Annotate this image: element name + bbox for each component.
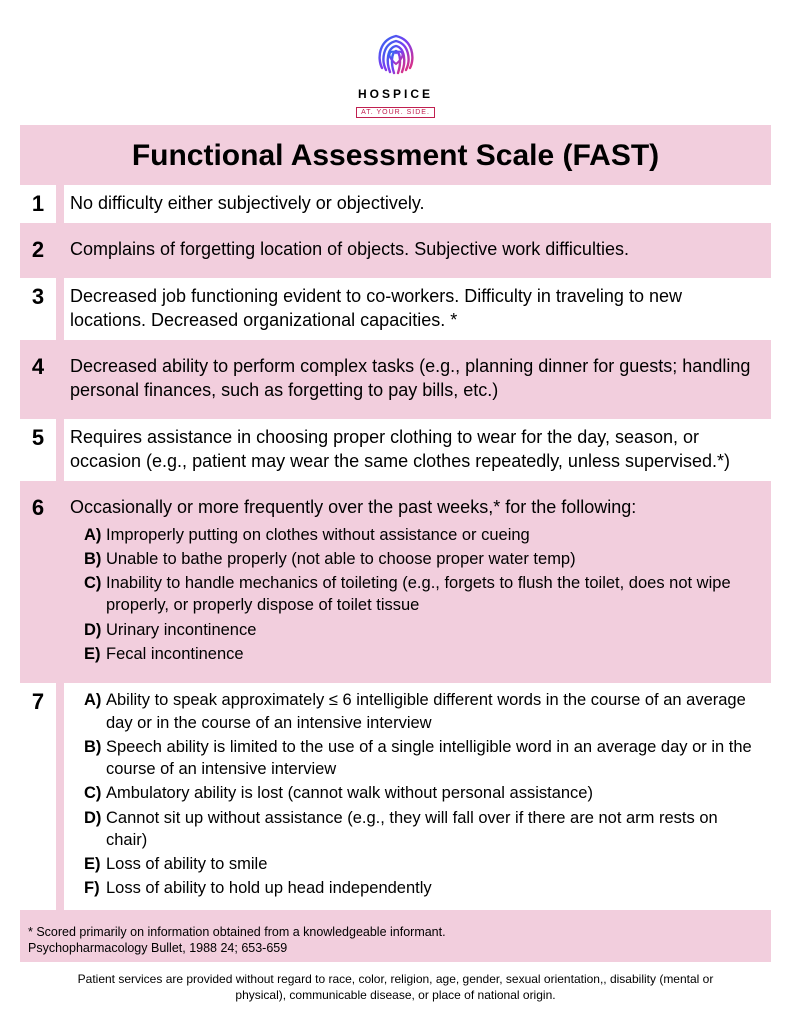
sub-text: Ability to speak approximately ≤ 6 intel…: [106, 689, 759, 734]
sub-item: D)Urinary incontinence: [84, 619, 759, 641]
row-description: Complains of forgetting location of obje…: [64, 231, 771, 269]
row-description: Requires assistance in choosing proper c…: [64, 419, 771, 482]
page: HOSPICE AT. YOUR. SIDE. Functional Asses…: [0, 0, 791, 1017]
fast-panel: Functional Assessment Scale (FAST) 1No d…: [20, 125, 771, 962]
row-description: Decreased job functioning evident to co-…: [64, 278, 771, 341]
scale-row: 6 Occasionally or more frequently over th…: [20, 489, 771, 675]
sub-letter: B): [84, 548, 106, 570]
sub-item: E)Loss of ability to smile: [84, 853, 759, 875]
row-number: 5: [20, 419, 56, 482]
sub-item: A)Improperly putting on clothes without …: [84, 524, 759, 546]
rows-container: 1No difficulty either subjectively or ob…: [20, 185, 771, 910]
sub-letter: D): [84, 807, 106, 852]
sub-text: Fecal incontinence: [106, 643, 759, 665]
logo-word: HOSPICE: [20, 87, 771, 101]
sub-item: F)Loss of ability to hold up head indepe…: [84, 877, 759, 899]
sub-item: C)Ambulatory ability is lost (cannot wal…: [84, 782, 759, 804]
logo-block: HOSPICE AT. YOUR. SIDE.: [20, 18, 771, 119]
sub-item: B)Speech ability is limited to the use o…: [84, 736, 759, 781]
scale-row: 7 A)Ability to speak approximately ≤ 6 in…: [20, 683, 771, 909]
scale-row: 3Decreased job functioning evident to co…: [20, 278, 771, 341]
row-number: 4: [20, 348, 56, 411]
sub-text: Loss of ability to smile: [106, 853, 759, 875]
page-title: Functional Assessment Scale (FAST): [20, 125, 771, 185]
sub-item: E)Fecal incontinence: [84, 643, 759, 665]
row-number: 1: [20, 185, 56, 223]
sub-letter: C): [84, 782, 106, 804]
footnote: * Scored primarily on information obtain…: [20, 918, 771, 957]
sub-text: Improperly putting on clothes without as…: [106, 524, 759, 546]
scale-row: 2Complains of forgetting location of obj…: [20, 231, 771, 269]
row-number: 6: [20, 489, 56, 675]
sub-text: Loss of ability to hold up head independ…: [106, 877, 759, 899]
scale-row: 4Decreased ability to perform complex ta…: [20, 348, 771, 411]
sub-item: C)Inability to handle mechanics of toile…: [84, 572, 759, 617]
footnote-line-2: Psychopharmacology Bullet, 1988 24; 653-…: [28, 940, 763, 956]
fingerprint-icon: [367, 18, 425, 80]
sub-letter: D): [84, 619, 106, 641]
sub-letter: C): [84, 572, 106, 617]
sub-text: Cannot sit up without assistance (e.g., …: [106, 807, 759, 852]
sub-list: A)Ability to speak approximately ≤ 6 int…: [70, 689, 759, 899]
sub-text: Inability to handle mechanics of toileti…: [106, 572, 759, 617]
row-description: A)Ability to speak approximately ≤ 6 int…: [64, 683, 771, 909]
footnote-line-1: * Scored primarily on information obtain…: [28, 924, 763, 940]
disclaimer: Patient services are provided without re…: [20, 962, 771, 1003]
sub-item: D)Cannot sit up without assistance (e.g.…: [84, 807, 759, 852]
sub-item: B)Unable to bathe properly (not able to …: [84, 548, 759, 570]
row-description: Decreased ability to perform complex tas…: [64, 348, 771, 411]
row-description: No difficulty either subjectively or obj…: [64, 185, 771, 223]
row-intro: Occasionally or more frequently over the…: [70, 495, 759, 519]
scale-row: 5Requires assistance in choosing proper …: [20, 419, 771, 482]
logo-tagline: AT. YOUR. SIDE.: [356, 107, 435, 118]
sub-letter: A): [84, 524, 106, 546]
sub-text: Speech ability is limited to the use of …: [106, 736, 759, 781]
sub-letter: E): [84, 643, 106, 665]
sub-item: A)Ability to speak approximately ≤ 6 int…: [84, 689, 759, 734]
row-number: 3: [20, 278, 56, 341]
sub-list: A)Improperly putting on clothes without …: [70, 524, 759, 666]
sub-letter: E): [84, 853, 106, 875]
row-description: Occasionally or more frequently over the…: [64, 489, 771, 675]
row-number: 7: [20, 683, 56, 909]
sub-text: Urinary incontinence: [106, 619, 759, 641]
row-number: 2: [20, 231, 56, 269]
sub-text: Ambulatory ability is lost (cannot walk …: [106, 782, 759, 804]
sub-text: Unable to bathe properly (not able to ch…: [106, 548, 759, 570]
sub-letter: F): [84, 877, 106, 899]
sub-letter: B): [84, 736, 106, 781]
sub-letter: A): [84, 689, 106, 734]
scale-row: 1No difficulty either subjectively or ob…: [20, 185, 771, 223]
